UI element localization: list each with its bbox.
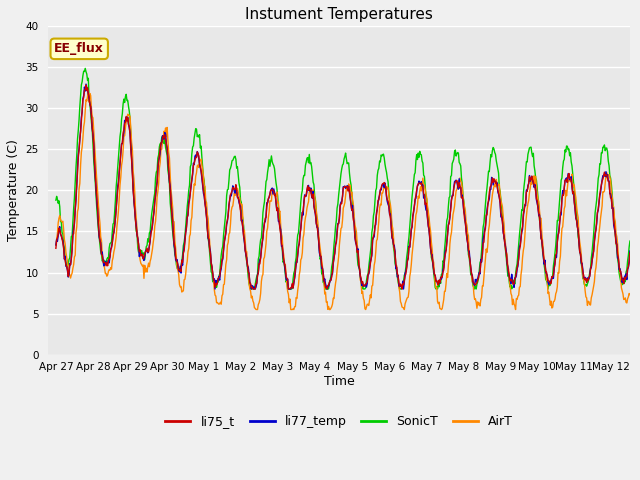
AirT: [54, 220, 62, 226]
AirT: [253, 307, 260, 312]
li77_temp: [52, 242, 60, 248]
li75_t: [82, 82, 90, 88]
AirT: [479, 283, 487, 289]
Text: EE_flux: EE_flux: [54, 42, 104, 55]
li75_t: [52, 245, 60, 251]
li75_t: [465, 253, 473, 259]
SonicT: [54, 200, 62, 206]
SonicT: [479, 224, 487, 230]
AirT: [133, 226, 141, 232]
li75_t: [298, 210, 306, 216]
AirT: [626, 292, 634, 298]
li77_temp: [465, 248, 473, 254]
SonicT: [247, 286, 255, 292]
li77_temp: [626, 248, 634, 254]
li75_t: [479, 240, 487, 246]
SonicT: [52, 197, 60, 203]
li77_temp: [479, 236, 487, 242]
SonicT: [465, 255, 473, 261]
AirT: [52, 242, 60, 248]
li77_temp: [298, 209, 306, 215]
AirT: [465, 252, 473, 258]
li77_temp: [211, 286, 219, 292]
Title: Instument Temperatures: Instument Temperatures: [245, 7, 433, 22]
Line: SonicT: SonicT: [56, 68, 630, 289]
SonicT: [626, 238, 634, 244]
AirT: [298, 250, 306, 255]
SonicT: [298, 188, 306, 193]
li75_t: [249, 286, 257, 292]
AirT: [320, 277, 328, 283]
li75_t: [320, 277, 328, 283]
Line: li77_temp: li77_temp: [56, 84, 630, 289]
li77_temp: [133, 231, 141, 237]
li77_temp: [82, 81, 90, 87]
li77_temp: [54, 232, 62, 238]
X-axis label: Time: Time: [324, 375, 355, 388]
SonicT: [81, 65, 89, 71]
Legend: li75_t, li77_temp, SonicT, AirT: li75_t, li77_temp, SonicT, AirT: [161, 410, 518, 433]
SonicT: [133, 230, 141, 236]
li75_t: [626, 250, 634, 256]
Line: AirT: AirT: [56, 91, 630, 310]
li77_temp: [320, 278, 328, 284]
li75_t: [133, 232, 141, 238]
Line: li75_t: li75_t: [56, 85, 630, 289]
Y-axis label: Temperature (C): Temperature (C): [7, 139, 20, 241]
AirT: [84, 88, 92, 94]
SonicT: [320, 280, 328, 286]
li75_t: [54, 232, 62, 238]
